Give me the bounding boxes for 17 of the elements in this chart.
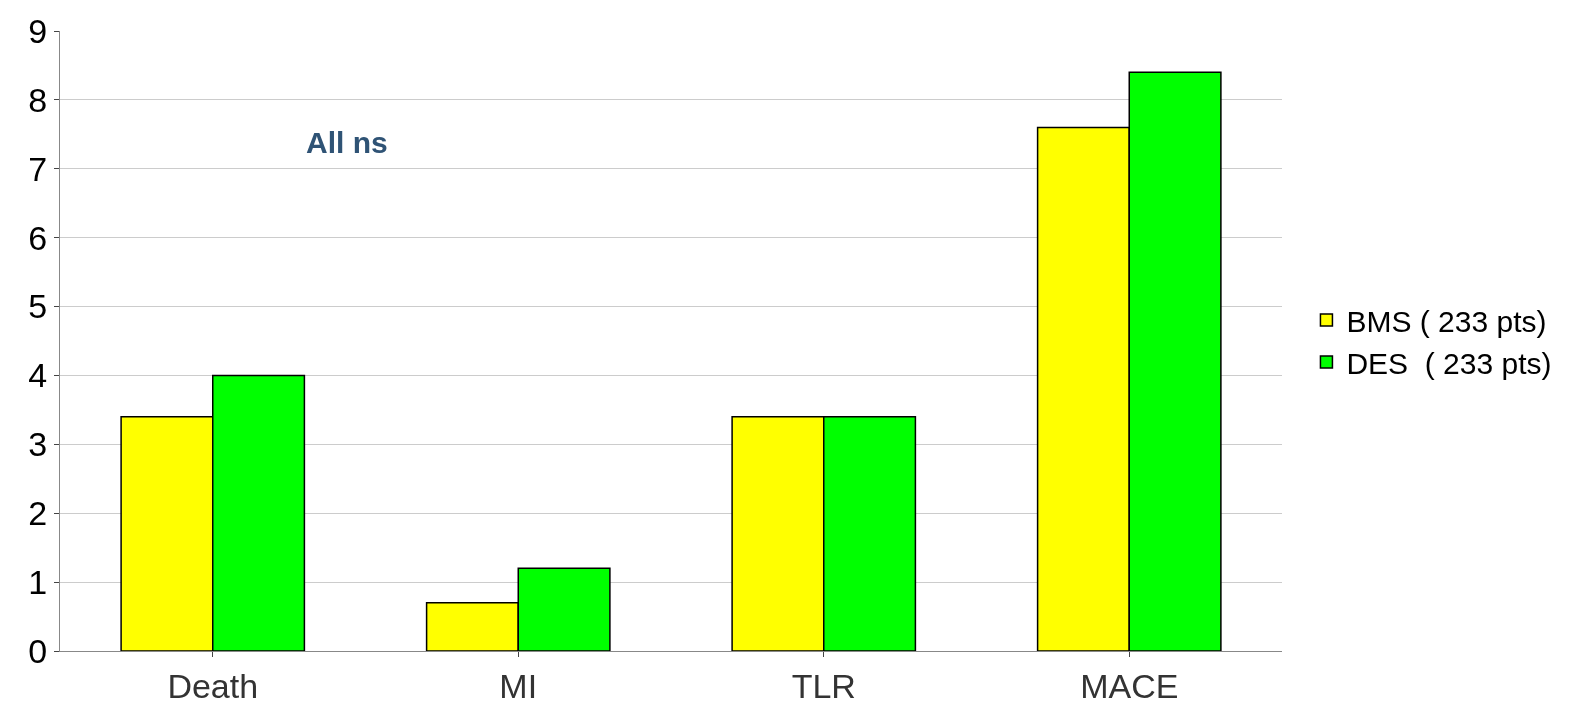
y-tick-label: 4 bbox=[28, 356, 48, 395]
x-tick-label: MI bbox=[499, 666, 538, 705]
y-tick-label: 6 bbox=[28, 218, 48, 257]
y-tick-label: 8 bbox=[28, 80, 48, 119]
y-tick-label: 9 bbox=[28, 11, 48, 50]
x-tick-label: TLR bbox=[791, 666, 856, 705]
x-tick-label: MACE bbox=[1080, 666, 1179, 705]
y-tick-label: 1 bbox=[28, 563, 48, 602]
y-tick-label: 3 bbox=[28, 425, 48, 464]
y-tick-label: 5 bbox=[28, 287, 48, 326]
legend-label: DES ( 233 pts) bbox=[1346, 346, 1552, 380]
y-tick-label: 2 bbox=[28, 494, 48, 533]
y-tick-label: 7 bbox=[28, 149, 48, 188]
x-tick-label: Death bbox=[167, 666, 259, 705]
legend-label: BMS ( 233 pts) bbox=[1346, 304, 1547, 338]
annotation: All ns bbox=[306, 126, 388, 159]
y-tick-label: 0 bbox=[28, 631, 48, 670]
